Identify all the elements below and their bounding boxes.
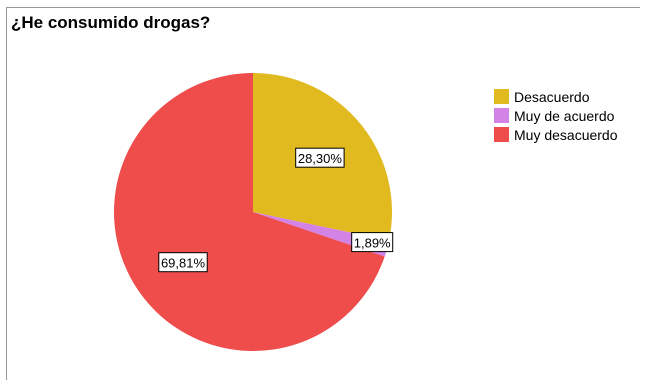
legend-swatch-desacuerdo	[494, 89, 509, 104]
svg-text:69,81%: 69,81%	[161, 256, 206, 271]
legend-label-muy-de-acuerdo: Muy de acuerdo	[514, 108, 614, 124]
legend-label-muy-desacuerdo: Muy desacuerdo	[514, 127, 618, 143]
pie-label-muy-de-acuerdo: 1,89%	[352, 233, 393, 252]
svg-text:1,89%: 1,89%	[354, 236, 391, 251]
legend-item-muy-de-acuerdo: Muy de acuerdo	[494, 106, 618, 125]
legend-swatch-muy-de-acuerdo	[494, 108, 509, 123]
pie-slices	[114, 73, 392, 351]
pie-label-desacuerdo: 28,30%	[296, 148, 344, 167]
svg-text:28,30%: 28,30%	[298, 151, 343, 166]
legend-swatch-muy-desacuerdo	[494, 127, 509, 142]
pie-label-muy-desacuerdo: 69,81%	[159, 253, 207, 272]
legend-item-desacuerdo: Desacuerdo	[494, 87, 618, 106]
legend-label-desacuerdo: Desacuerdo	[514, 89, 590, 105]
legend-item-muy-desacuerdo: Muy desacuerdo	[494, 125, 618, 144]
legend: Desacuerdo Muy de acuerdo Muy desacuerdo	[494, 87, 618, 144]
